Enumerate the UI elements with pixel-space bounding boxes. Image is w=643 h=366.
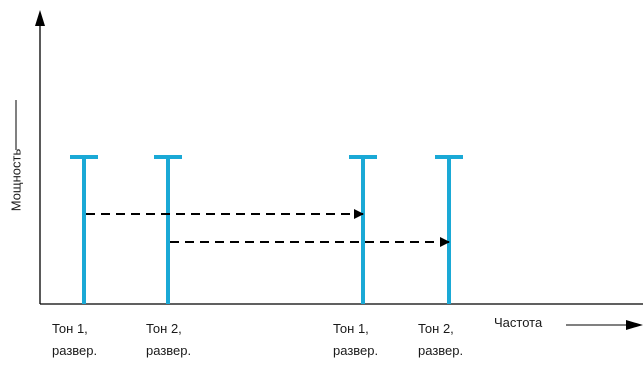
tone-label-tone1-sweep-b: Тон 1, развер. [333,318,378,362]
y-axis-label: Мощность [8,148,24,212]
x-axis-label-arrow-icon [626,320,643,330]
tone-marker-tone1-sweep-a [70,155,98,304]
tone-marker-tone2-sweep-a [154,155,182,304]
tone-marker-tone2-sweep-b [435,155,463,304]
tone-label-line1: Тон 1, [52,321,88,336]
tone-marker-tone1-sweep-b [349,155,377,304]
tone-label-line1: Тон 1, [333,321,369,336]
tone-label-line2: развер. [333,343,379,358]
tone-label-tone1-sweep-a: Тон 1, развер. [52,318,97,362]
tone-label-line1: Тон 2, [418,321,454,336]
tone-label-tone2-sweep-a: Тон 2, развер. [146,318,191,362]
tone-label-line2: развер. [52,343,98,358]
tone-label-line2: развер. [146,343,192,358]
tone-label-line1: Тон 2, [146,321,182,336]
tone-label-line2: развер. [418,343,464,358]
tone-label-tone2-sweep-b: Тон 2, развер. [418,318,463,362]
x-axis-label: Частота [494,315,543,330]
y-axis-arrow-icon [35,10,45,26]
